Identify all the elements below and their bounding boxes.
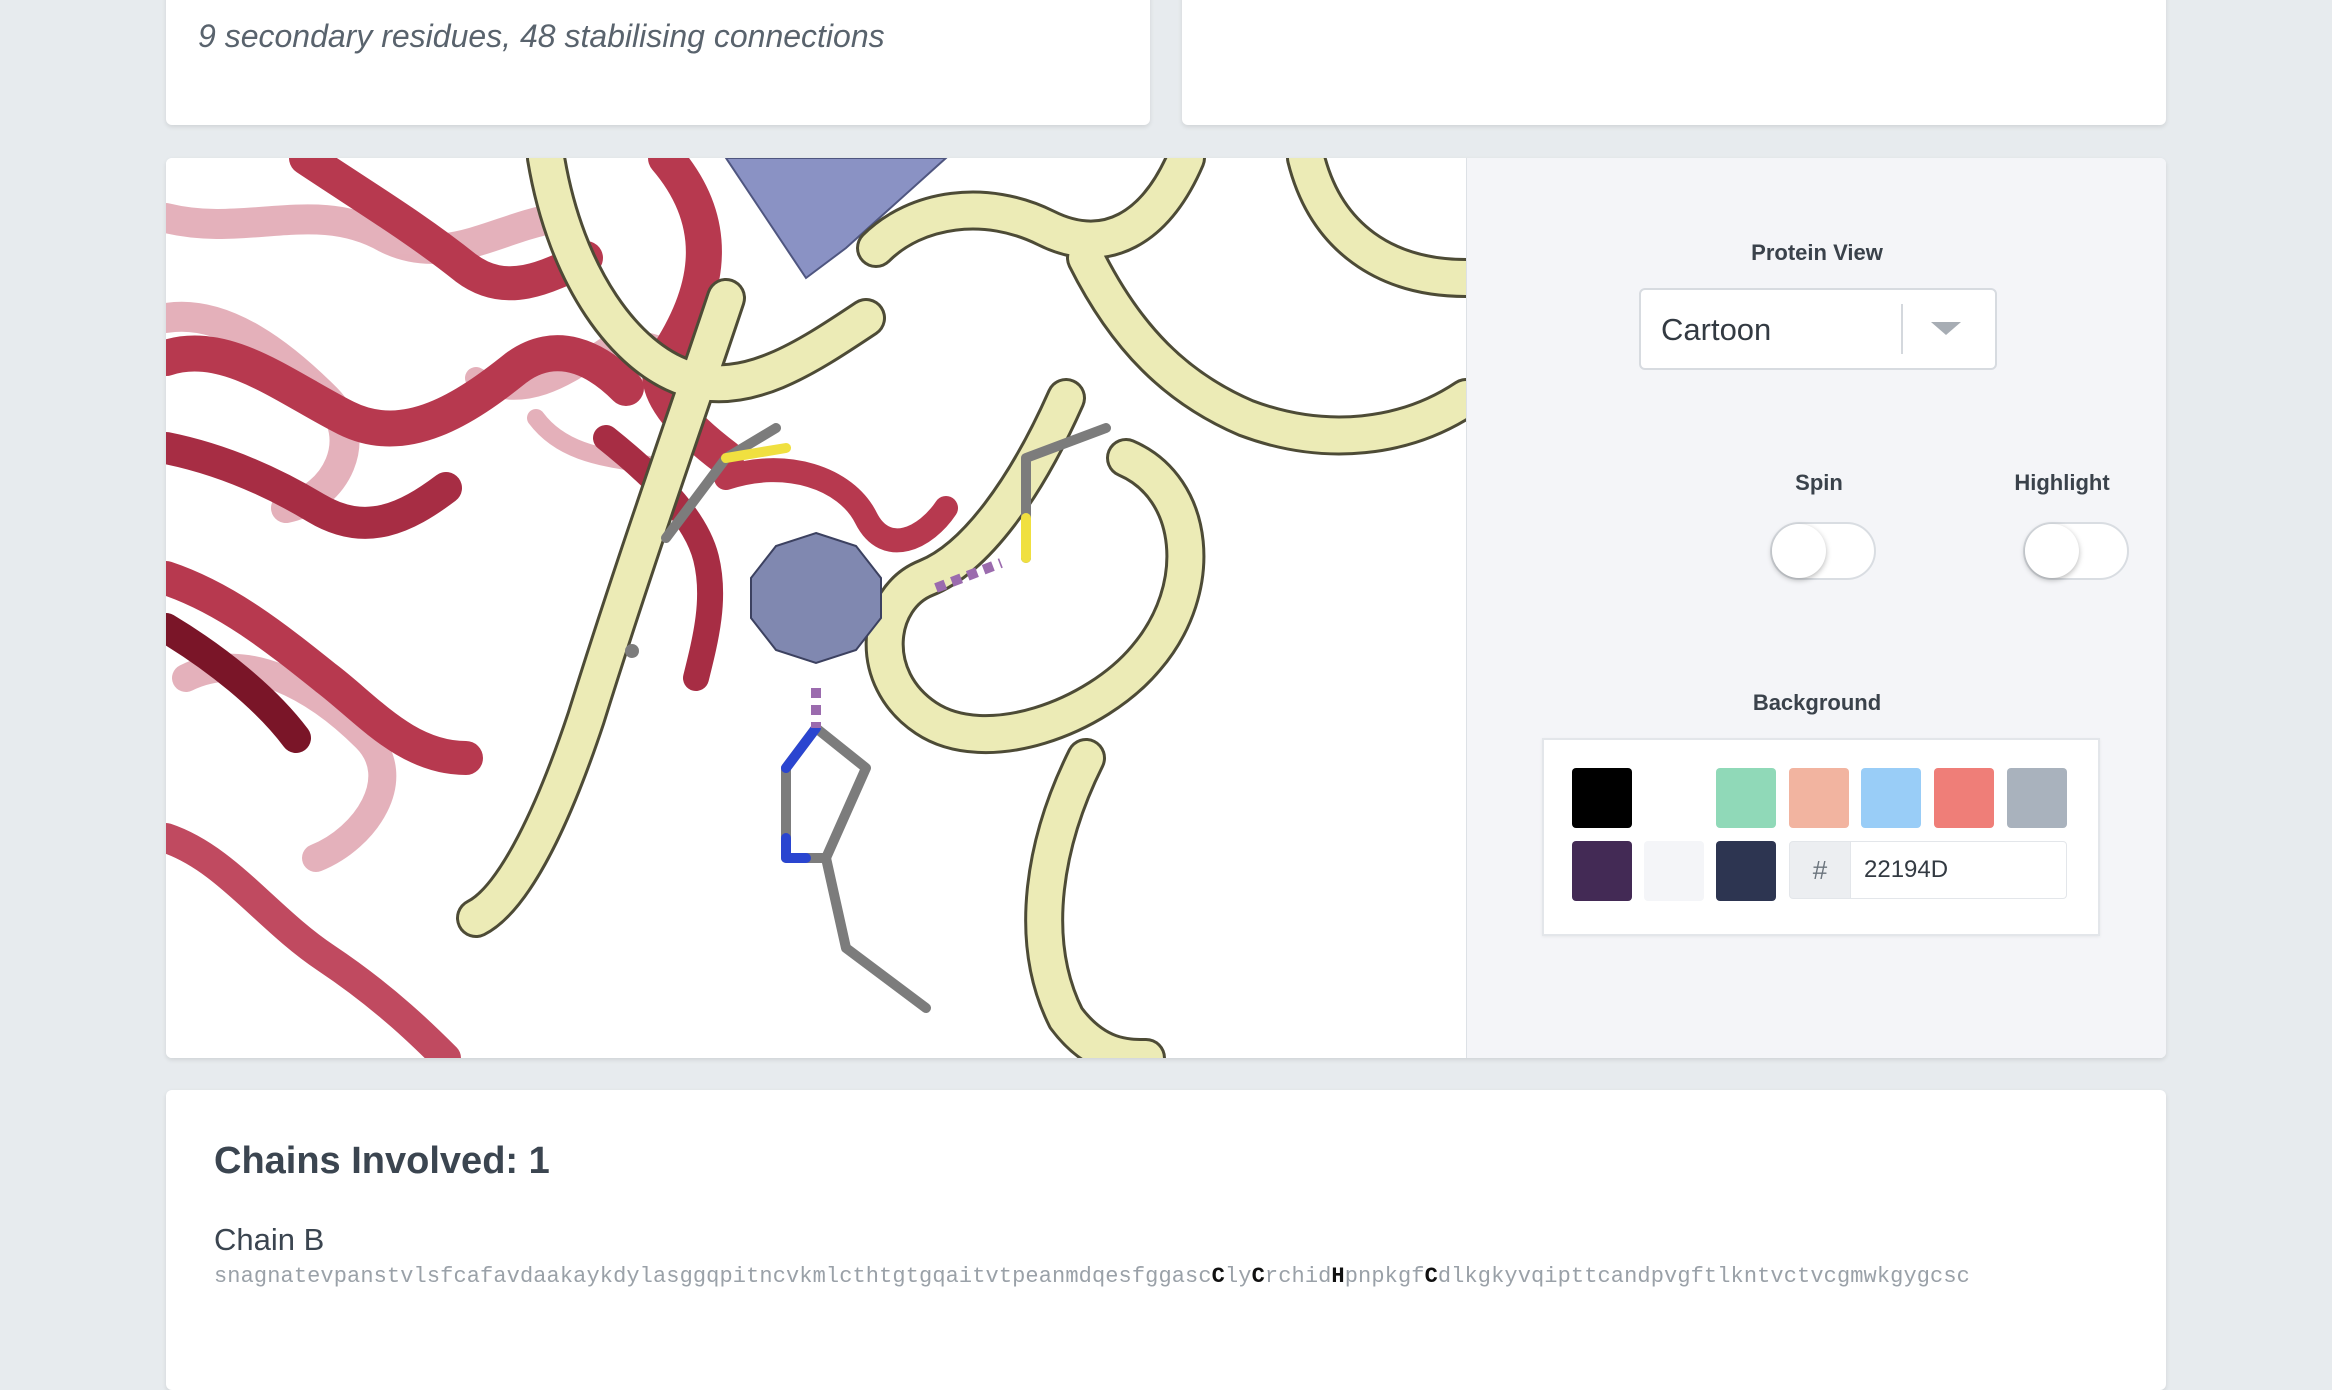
background-color-picker: # 22194D: [1542, 738, 2100, 936]
top-right-card: [1182, 0, 2166, 125]
chains-title: Chains Involved: 1: [214, 1140, 550, 1182]
swatch-salmon[interactable]: [1934, 768, 1994, 828]
ribbon-red: [166, 335, 644, 447]
swatch-peach[interactable]: [1789, 768, 1849, 828]
sequence-segment: snagnatevpanstvlsfcafavdaakaykdylasggqpi…: [214, 1264, 1212, 1289]
protein-structure-render[interactable]: [166, 158, 1486, 1058]
sequence-residue-highlight: H: [1331, 1264, 1345, 1289]
ribbon-red-faded: [166, 203, 571, 264]
background-label: Background: [1752, 690, 1882, 715]
coordination-bond: [934, 558, 1003, 593]
ribbon-yellow: [1289, 158, 1483, 295]
toggle-knob: [1772, 524, 1826, 578]
protein-view-label: Protein View: [1751, 240, 1883, 265]
sequence-segment: ly: [1224, 1264, 1252, 1289]
histidine-nitrogen: [781, 723, 821, 773]
ribbon-blue: [724, 158, 948, 280]
viewer-card: Protein View Cartoon Spin Highlight Back…: [166, 158, 2166, 1058]
swatch-grey[interactable]: [2007, 768, 2067, 828]
controls-panel: Protein View Cartoon Spin Highlight Back…: [1466, 158, 2166, 1058]
ribbon-red: [166, 613, 311, 753]
ribbon-yellow: [1069, 241, 1483, 453]
chevron-down-icon[interactable]: [1931, 322, 1961, 335]
highlight-toggle[interactable]: [2023, 522, 2129, 580]
toggle-knob: [2025, 524, 2079, 578]
summary-text: 9 secondary residues, 48 stabilising con…: [198, 18, 885, 54]
summary-card: 9 secondary residues, 48 stabilising con…: [166, 0, 1150, 125]
ribbon-red: [289, 158, 603, 301]
spin-toggle[interactable]: [1770, 522, 1876, 580]
swatch-purple[interactable]: [1572, 841, 1632, 901]
cysteine-sulfur: [721, 443, 791, 463]
chain-name: Chain B: [214, 1222, 325, 1257]
swatch-off-white[interactable]: [1644, 841, 1704, 901]
sequence-segment: pnpkgf: [1344, 1264, 1425, 1289]
ribbon-red: [166, 823, 461, 1058]
zinc-ion: [750, 531, 882, 665]
select-divider: [1901, 304, 1903, 354]
hex-color-input[interactable]: 22194D: [1851, 841, 2067, 899]
histidine-sidechain: [821, 853, 931, 1013]
ribbon-red: [166, 432, 462, 539]
chain-sequence: snagnatevpanstvlsfcafavdaakaykdylasggqpi…: [214, 1264, 2120, 1289]
sequence-residue-highlight: C: [1424, 1264, 1438, 1289]
ribbon-yellow: [867, 381, 1203, 752]
swatch-white[interactable]: [1644, 768, 1704, 828]
protein-view-value: Cartoon: [1661, 312, 1772, 347]
ribbon-red: [714, 458, 958, 553]
sequence-segment: rchid: [1264, 1264, 1332, 1289]
swatch-black[interactable]: [1572, 768, 1632, 828]
ribbon-yellow: [859, 158, 1203, 265]
sequence-residue-highlight: C: [1211, 1264, 1225, 1289]
ribbon-red: [166, 561, 483, 775]
protein-3d-viewer[interactable]: [166, 158, 1486, 1058]
swatch-navy[interactable]: [1716, 841, 1776, 901]
ribbon-yellow: [459, 281, 743, 935]
spin-label: Spin: [1795, 470, 1843, 495]
chains-card: Chains Involved: 1 Chain B snagnatevpans…: [166, 1090, 2166, 1390]
hex-prefix: #: [1789, 841, 1851, 899]
atom-dot: [625, 644, 639, 658]
sequence-residue-highlight: C: [1251, 1264, 1265, 1289]
swatch-light-blue[interactable]: [1861, 768, 1921, 828]
sequence-segment: dlkgkyvqipttcandpvgftlkntvctvcgmwkgygcsc: [1437, 1264, 1970, 1289]
highlight-label: Highlight: [2014, 470, 2110, 495]
histidine-nitrogen: [781, 833, 811, 863]
swatch-green[interactable]: [1716, 768, 1776, 828]
ribbon-yellow: [1027, 741, 1163, 1058]
protein-view-select[interactable]: Cartoon: [1639, 288, 1997, 370]
